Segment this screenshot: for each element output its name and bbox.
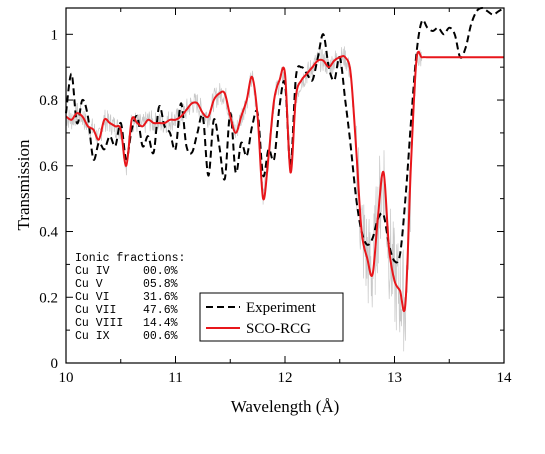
- legend-label-scorcg: SCO-RCG: [246, 321, 311, 337]
- ticks-layer: 10 11 12 13 14 0 0.2 0.4 0.6 0.8 1: [39, 8, 512, 386]
- ionic-label: Cu VII: [75, 304, 116, 317]
- ionic-value: 00.6%: [143, 330, 178, 343]
- x-tick-label: 12: [278, 370, 293, 386]
- ionic-value: 14.4%: [143, 317, 178, 330]
- series-line-experiment: [65, 7, 505, 264]
- ionic-label: Cu VIII: [75, 317, 123, 330]
- ionic-title: Ionic fractions:: [75, 252, 185, 265]
- ionic-value: 47.6%: [143, 304, 178, 317]
- ionic-label: Cu V: [75, 278, 103, 291]
- y-tick-label: 0: [51, 356, 59, 372]
- ionic-label: Cu IV: [75, 265, 110, 278]
- ionic-value: 31.6%: [143, 291, 178, 304]
- ionic-fractions-box: Ionic fractions: Cu IV 00.0% Cu V 05.8% …: [75, 252, 185, 343]
- y-tick-label: 0.4: [39, 225, 58, 241]
- y-tick-label: 0.2: [39, 290, 58, 306]
- y-axis-title: Transmission: [14, 139, 33, 231]
- x-axis-title: Wavelength (Å): [231, 397, 340, 416]
- x-tick-label: 11: [168, 370, 182, 386]
- ionic-value: 00.0%: [143, 265, 178, 278]
- ionic-value: 05.8%: [143, 278, 178, 291]
- legend: Experiment SCO-RCG: [199, 292, 344, 342]
- x-tick-label: 10: [59, 370, 74, 386]
- y-tick-label: 0.6: [39, 159, 58, 175]
- ionic-label: Cu IX: [75, 330, 110, 343]
- ionic-label: Cu VI: [75, 291, 110, 304]
- series-layer: [65, 7, 505, 313]
- y-tick-label: 0.8: [39, 93, 58, 109]
- series-line-sco-rcg: [65, 50, 504, 313]
- x-tick-label: 13: [387, 370, 402, 386]
- legend-box: [199, 292, 344, 342]
- y-tick-label: 1: [51, 27, 59, 43]
- legend-label-experiment: Experiment: [246, 300, 317, 316]
- x-tick-label: 14: [497, 370, 513, 386]
